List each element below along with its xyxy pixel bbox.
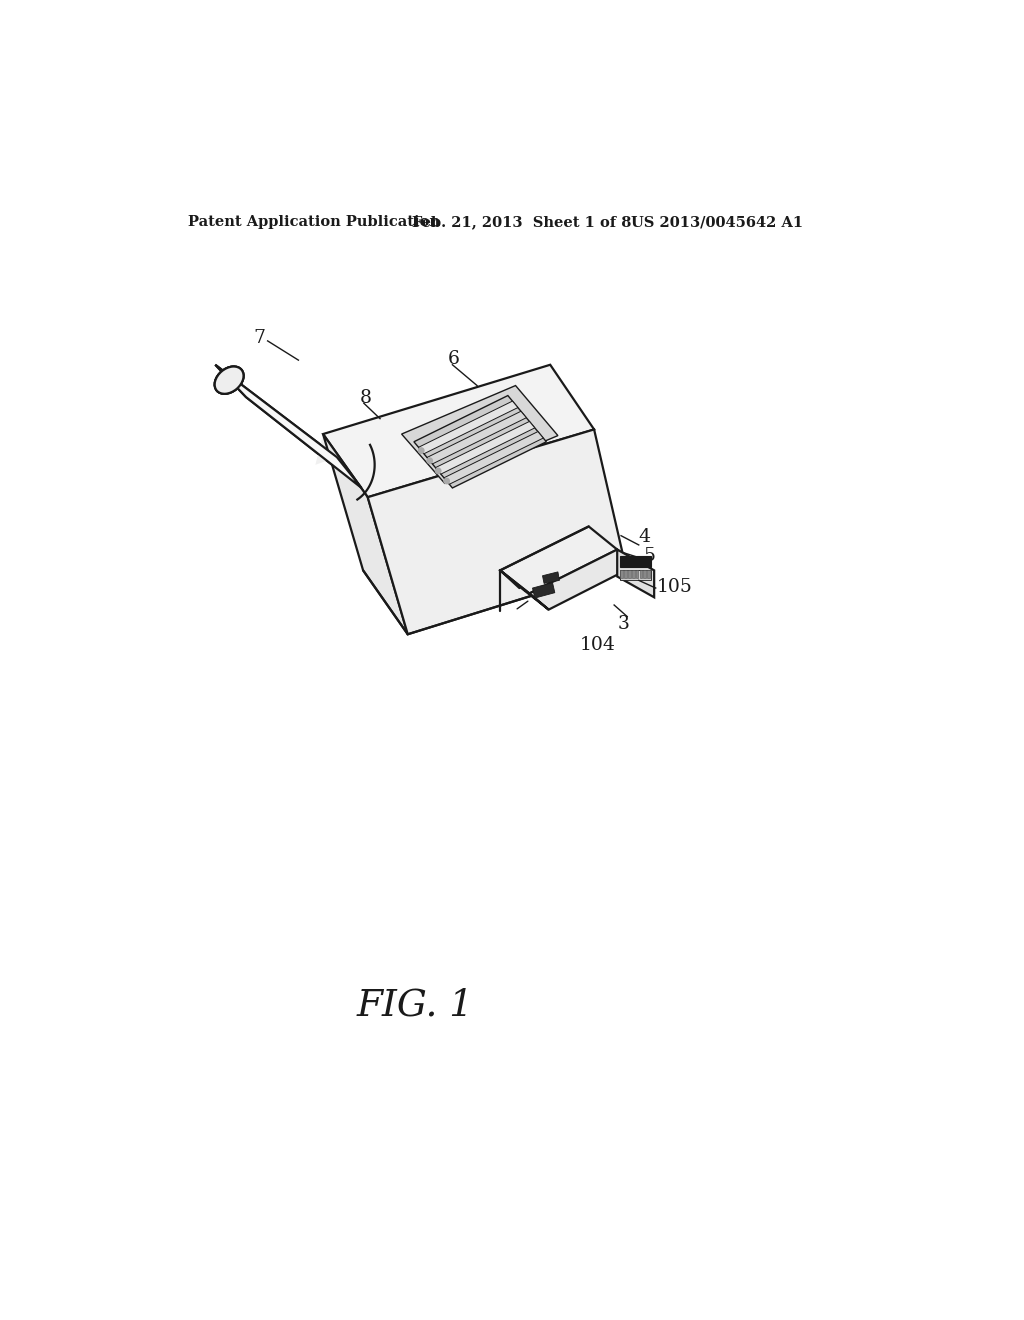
Text: Patent Application Publication: Patent Application Publication (188, 215, 440, 230)
Text: 8: 8 (359, 389, 372, 407)
Polygon shape (621, 556, 651, 566)
Polygon shape (323, 364, 594, 498)
Text: 6: 6 (449, 350, 460, 368)
Polygon shape (419, 401, 518, 454)
Ellipse shape (215, 367, 244, 393)
Polygon shape (617, 549, 654, 598)
Text: US 2013/0045642 A1: US 2013/0045642 A1 (631, 215, 803, 230)
Circle shape (427, 458, 432, 463)
Text: 3: 3 (617, 615, 630, 634)
Polygon shape (414, 396, 547, 488)
Polygon shape (643, 570, 646, 578)
Text: 5: 5 (643, 546, 655, 565)
Circle shape (419, 447, 424, 453)
Polygon shape (368, 429, 626, 635)
Text: 105: 105 (656, 578, 692, 595)
Polygon shape (621, 570, 651, 581)
Text: Feb. 21, 2013  Sheet 1 of 8: Feb. 21, 2013 Sheet 1 of 8 (412, 215, 631, 230)
Polygon shape (636, 570, 638, 578)
Polygon shape (621, 570, 623, 578)
Polygon shape (532, 582, 555, 598)
Polygon shape (632, 570, 635, 578)
Polygon shape (323, 434, 408, 635)
Polygon shape (215, 364, 361, 488)
Polygon shape (215, 364, 361, 488)
Ellipse shape (215, 367, 244, 393)
Polygon shape (427, 412, 526, 463)
Text: 7: 7 (253, 329, 265, 347)
Polygon shape (435, 421, 535, 474)
Polygon shape (543, 572, 559, 583)
Polygon shape (647, 570, 650, 578)
Text: 4: 4 (639, 528, 651, 546)
Text: FIG. 1: FIG. 1 (357, 987, 474, 1023)
Text: 104: 104 (580, 636, 615, 653)
Polygon shape (500, 527, 617, 594)
Polygon shape (444, 432, 544, 484)
Polygon shape (628, 570, 631, 578)
Circle shape (444, 478, 450, 483)
Polygon shape (625, 570, 627, 578)
Polygon shape (640, 570, 642, 578)
Polygon shape (529, 549, 637, 610)
Polygon shape (315, 434, 375, 499)
Circle shape (435, 469, 441, 474)
Polygon shape (500, 570, 549, 610)
Polygon shape (401, 385, 558, 483)
